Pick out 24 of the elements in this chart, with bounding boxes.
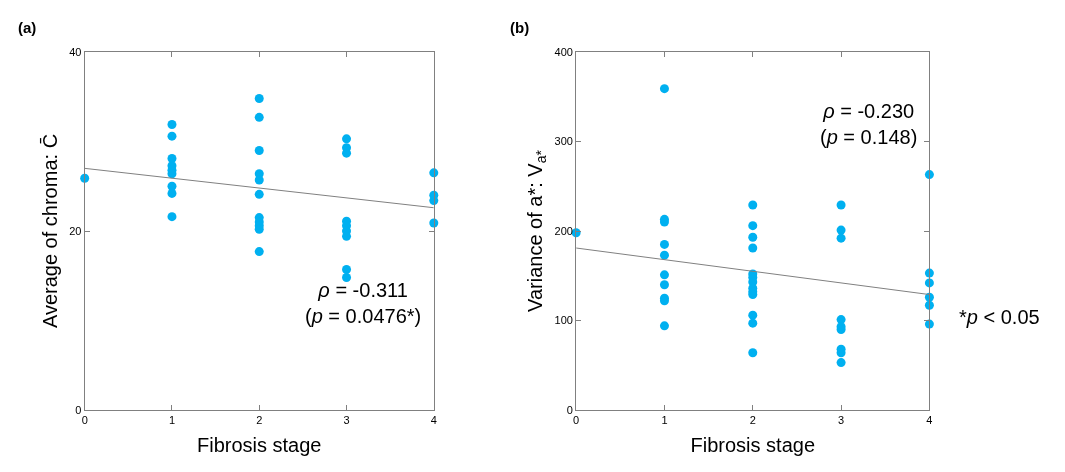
x-tick-label: 2 [256,414,263,427]
y-tick-label: 200 [554,224,573,237]
x-axis-title: Fibrosis stage [196,433,322,456]
x-tick-label: 2 [749,414,756,427]
x-axis-title: Fibrosis stage [690,433,816,456]
x-tick-label: 4 [430,414,437,427]
y-tick-label: 40 [69,45,82,58]
chart-title: (a) [18,19,37,36]
y-tick-label: 300 [554,135,573,148]
x-tick-label: 4 [926,414,933,427]
x-tick-label: 3 [838,414,845,427]
y-axis-title: Average of chroma: C̄ [38,133,61,329]
y-tick-label: 20 [69,224,82,237]
y-tick-label: 100 [554,314,573,327]
chart-title: (b) [510,19,530,36]
x-tick-label: 3 [343,414,350,427]
annotation: ρ = -0.230 (p = 0.148) [820,100,918,148]
text: ρ = -0.311 (p = 0.0476*) [305,279,422,327]
y-tick-label: 400 [554,45,573,58]
text: *p < 0.05 [959,306,1040,328]
y-tick-label: 0 [75,403,82,416]
x-tick-label: 1 [168,414,176,427]
x-tick-label: 1 [661,414,668,427]
y-tick-label: 0 [566,403,573,416]
